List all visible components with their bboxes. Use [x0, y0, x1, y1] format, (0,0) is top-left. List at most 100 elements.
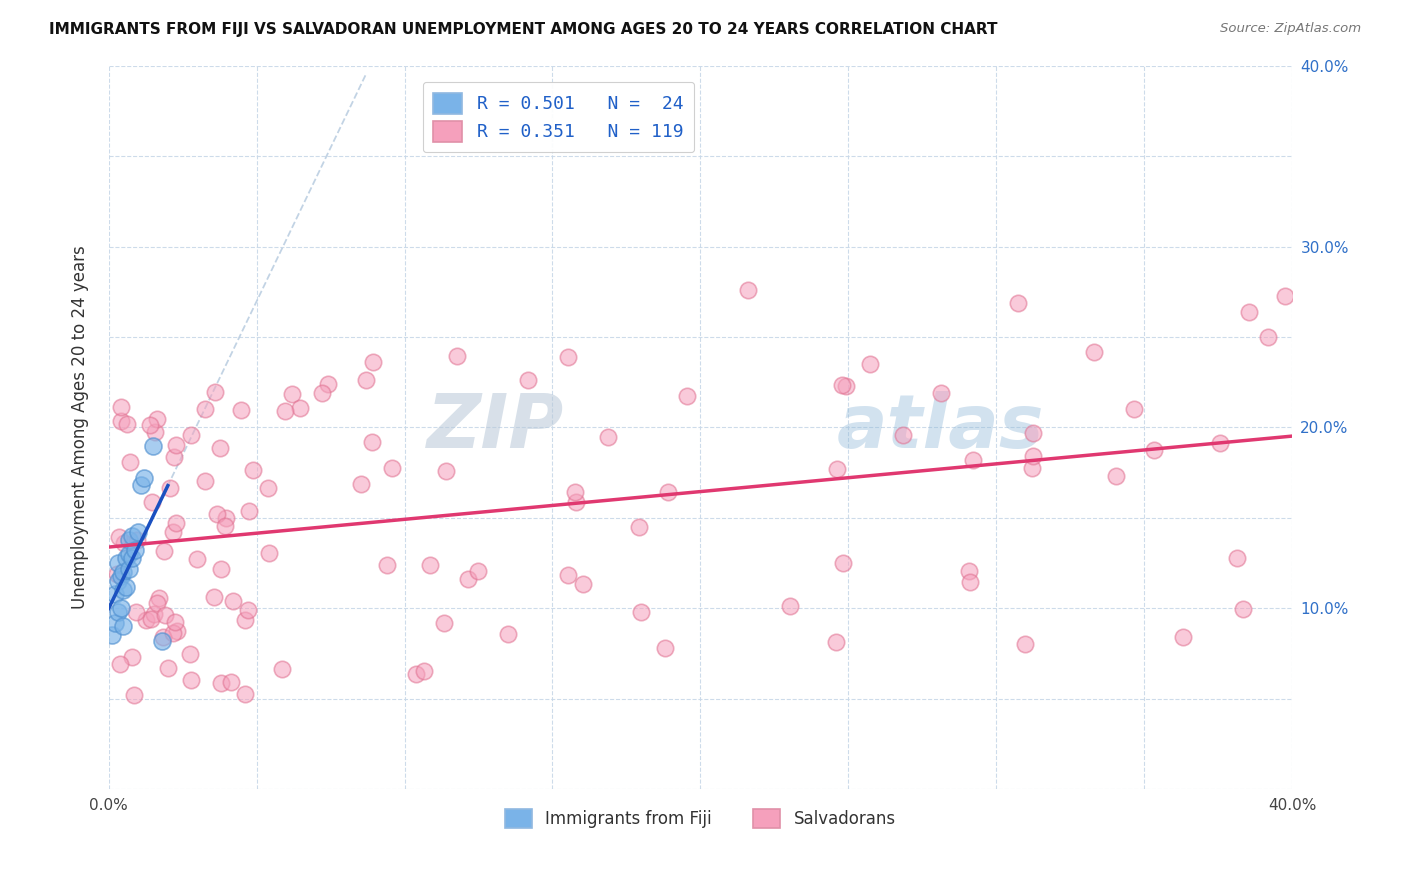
Point	[405, 666, 427, 681]
Point	[1022, 449, 1045, 463]
Point	[143, 607, 166, 621]
Point	[1122, 402, 1144, 417]
Point	[107, 556, 129, 570]
Point	[165, 438, 187, 452]
Point	[124, 543, 146, 558]
Point	[311, 385, 333, 400]
Point	[238, 504, 260, 518]
Point	[1105, 469, 1128, 483]
Point	[110, 601, 132, 615]
Point	[657, 485, 679, 500]
Point	[557, 350, 579, 364]
Point	[163, 615, 186, 630]
Point	[105, 567, 128, 582]
Point	[121, 650, 143, 665]
Point	[208, 441, 231, 455]
Point	[100, 628, 122, 642]
Point	[112, 583, 135, 598]
Point	[179, 647, 201, 661]
Point	[134, 471, 156, 485]
Point	[1021, 461, 1043, 475]
Point	[107, 574, 129, 589]
Point	[219, 675, 242, 690]
Point	[129, 478, 152, 492]
Point	[360, 434, 382, 449]
Point	[434, 464, 457, 478]
Point	[207, 507, 229, 521]
Point	[1171, 630, 1194, 644]
Point	[153, 543, 176, 558]
Point	[222, 593, 245, 607]
Point	[1209, 436, 1232, 450]
Point	[962, 453, 984, 467]
Point	[290, 401, 312, 415]
Point	[737, 283, 759, 297]
Point	[115, 550, 138, 565]
Point	[557, 567, 579, 582]
Point	[565, 494, 588, 508]
Text: IMMIGRANTS FROM FIJI VS SALVADORAN UNEMPLOYMENT AMONG AGES 20 TO 24 YEARS CORREL: IMMIGRANTS FROM FIJI VS SALVADORAN UNEMP…	[49, 22, 998, 37]
Point	[120, 455, 142, 469]
Point	[142, 438, 165, 452]
Point	[834, 379, 856, 393]
Point	[1083, 345, 1105, 359]
Point	[135, 613, 157, 627]
Point	[112, 619, 135, 633]
Point	[1143, 443, 1166, 458]
Point	[121, 550, 143, 565]
Point	[115, 417, 138, 431]
Point	[350, 476, 373, 491]
Point	[186, 552, 208, 566]
Point	[433, 615, 456, 630]
Point	[1021, 426, 1043, 441]
Point	[419, 558, 441, 573]
Point	[859, 357, 882, 371]
Point	[118, 561, 141, 575]
Point	[929, 385, 952, 400]
Point	[138, 417, 160, 432]
Point	[209, 676, 232, 690]
Point	[194, 474, 217, 488]
Point	[143, 425, 166, 439]
Point	[496, 627, 519, 641]
Point	[957, 564, 980, 578]
Point	[204, 384, 226, 399]
Point	[891, 428, 914, 442]
Point	[180, 673, 202, 688]
Point	[274, 404, 297, 418]
Point	[236, 603, 259, 617]
Point	[1226, 551, 1249, 566]
Point	[122, 688, 145, 702]
Point	[159, 482, 181, 496]
Point	[959, 574, 981, 589]
Point	[118, 533, 141, 547]
Point	[1007, 296, 1029, 310]
Point	[127, 533, 149, 548]
Point	[146, 412, 169, 426]
Point	[1237, 305, 1260, 319]
Point	[112, 565, 135, 579]
Point	[257, 482, 280, 496]
Point	[115, 580, 138, 594]
Point	[110, 400, 132, 414]
Point	[112, 536, 135, 550]
Point	[257, 546, 280, 560]
Point	[281, 387, 304, 401]
Point	[110, 414, 132, 428]
Point	[163, 450, 186, 464]
Point	[162, 626, 184, 640]
Legend: Immigrants from Fiji, Salvadorans: Immigrants from Fiji, Salvadorans	[499, 803, 903, 835]
Point	[676, 389, 699, 403]
Point	[467, 564, 489, 578]
Point	[165, 516, 187, 530]
Point	[231, 403, 253, 417]
Point	[413, 664, 436, 678]
Point	[564, 484, 586, 499]
Point	[156, 661, 179, 675]
Point	[153, 607, 176, 622]
Point	[162, 525, 184, 540]
Point	[596, 430, 619, 444]
Point	[152, 630, 174, 644]
Point	[141, 612, 163, 626]
Point	[233, 614, 256, 628]
